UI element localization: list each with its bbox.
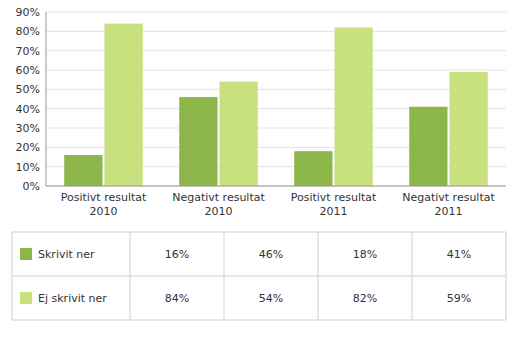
table-value: 54% [259,292,283,305]
y-grid [46,12,506,186]
table-rule [412,232,413,320]
legend-label: Skrivit ner [38,248,95,261]
y-tick-label: 20% [16,141,40,154]
x-tick-label-line: Positivt resultat [61,191,147,204]
table-rule [12,232,506,233]
table-value: 46% [259,248,283,261]
x-tick-labels: Positivt resultat2010Negativt resultat20… [61,191,496,218]
y-tick-labels: 0% 10% 20% 30% 40% 50% 60% 70% 80% 90% [16,6,40,193]
x-tick-label-line: Negativt resultat [402,191,495,204]
y-tick-label: 50% [16,83,40,96]
bar [450,72,488,186]
x-tick-label-line: 2011 [435,205,463,218]
bars [64,24,488,186]
bar [294,151,332,186]
x-tick-label-line: 2011 [320,205,348,218]
bar [220,82,258,186]
table-rule [130,232,131,320]
x-tick-label-line: 2010 [205,205,233,218]
y-tick-label: 0% [23,180,40,193]
y-tick-label: 40% [16,103,40,116]
bar [179,97,217,186]
grid-line [46,12,506,13]
table-value: 41% [447,248,471,261]
y-tick-label: 30% [16,122,40,135]
table-value: 16% [165,248,189,261]
table-value: 84% [165,292,189,305]
table-value: 59% [447,292,471,305]
table-value: 18% [353,248,377,261]
table-rule [12,320,506,321]
y-axis-line [46,12,47,186]
table-value: 82% [353,292,377,305]
y-tick-label: 70% [16,45,40,58]
table-rule [224,232,225,320]
table-rule [12,276,506,277]
y-tick-label: 60% [16,64,40,77]
y-tick-label: 10% [16,161,40,174]
table-rule [12,232,13,320]
x-tick-label: Positivt resultat2010 [61,191,147,218]
chart-svg: 0% 10% 20% 30% 40% 50% 60% 70% 80% 90% Positivt re… [0,0,518,337]
bar [105,24,143,186]
x-tick-label: Positivt resultat2011 [291,191,377,218]
x-tick-label-line: Negativt resultat [172,191,265,204]
x-tick-label: Negativt resultat2010 [172,191,265,218]
bar [64,155,102,186]
x-tick-label: Negativt resultat2011 [402,191,495,218]
table-rule [318,232,319,320]
legend-swatch [20,292,32,304]
table-rule [506,232,507,320]
bar [409,107,447,186]
legend-label: Ej skrivit ner [38,292,107,305]
bar [335,27,373,186]
x-tick-label-line: Positivt resultat [291,191,377,204]
y-tick-label: 90% [16,6,40,19]
x-axis-line [46,186,506,187]
y-tick-label: 80% [16,25,40,38]
legend-swatch [20,248,32,260]
chart-container: 0% 10% 20% 30% 40% 50% 60% 70% 80% 90% Positivt re… [0,0,518,337]
grid-line [46,186,506,187]
x-tick-label-line: 2010 [90,205,118,218]
legend-table: Skrivit ner 16% 46% 18% 41% Ej skrivit ner 84%… [12,232,506,320]
